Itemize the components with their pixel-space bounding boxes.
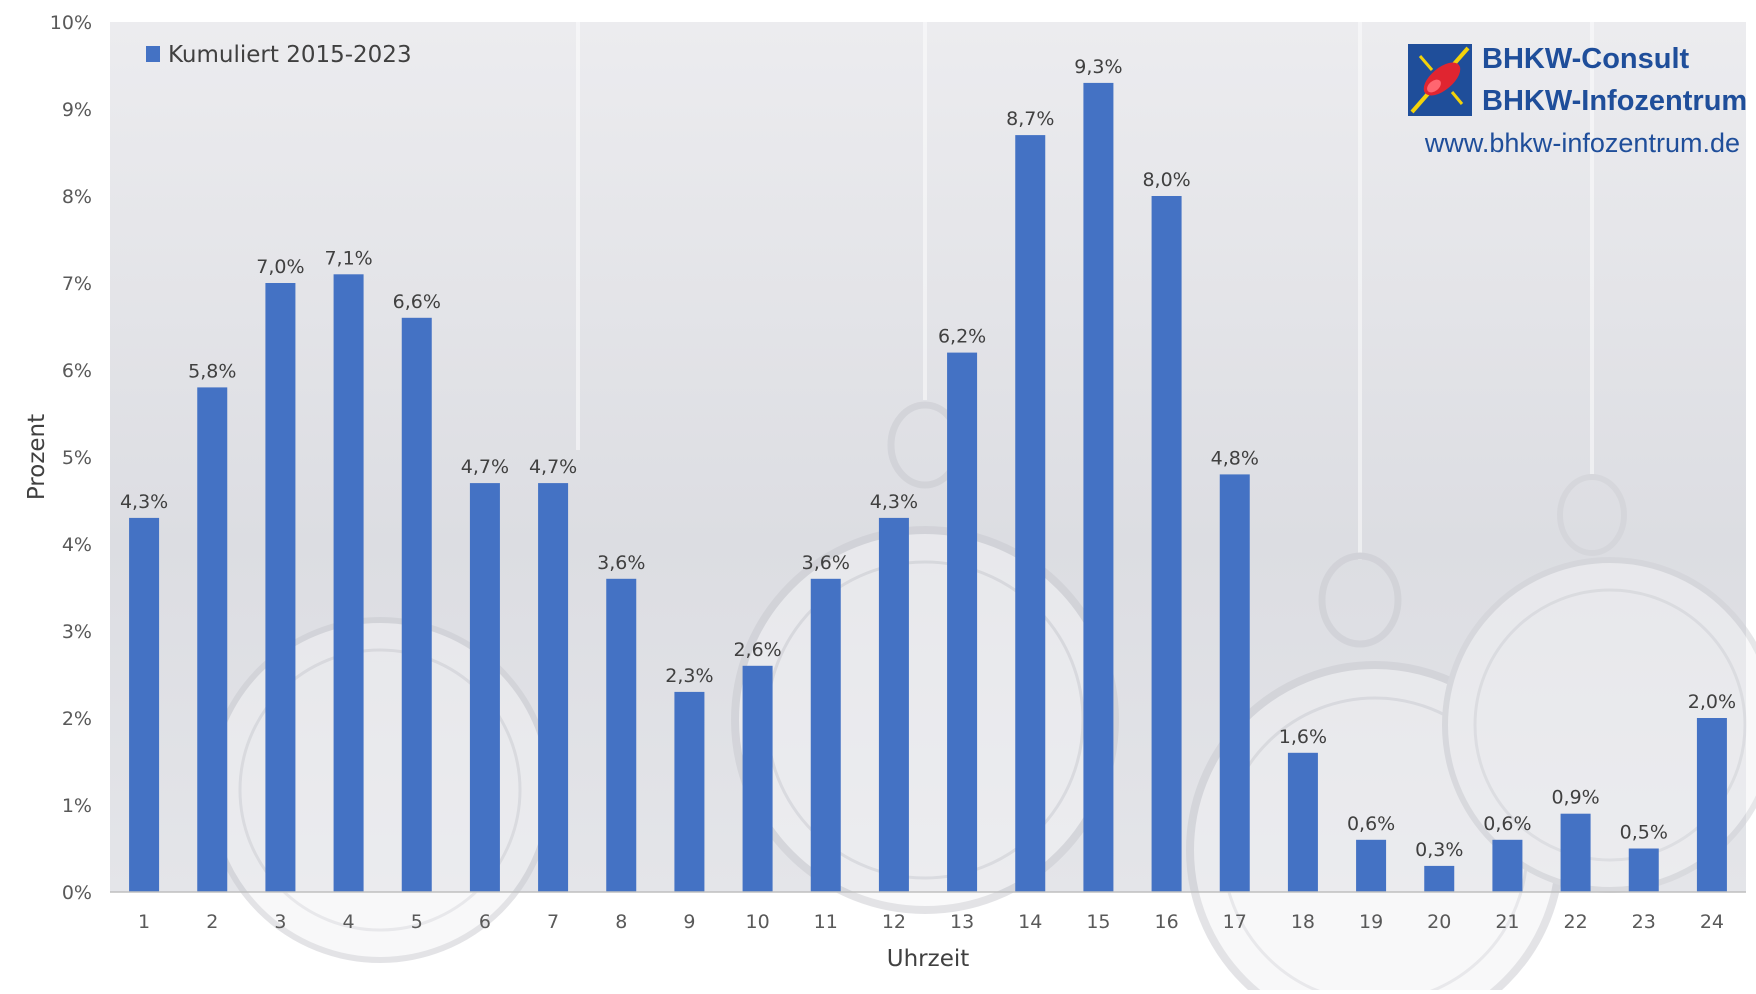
x-tick-label: 14 <box>1018 911 1042 933</box>
x-tick-label: 7 <box>547 911 559 933</box>
bar <box>197 387 228 892</box>
bar <box>947 352 978 893</box>
x-tick-label: 13 <box>950 911 974 933</box>
data-label: 8,0% <box>1142 169 1190 191</box>
x-tick-label: 5 <box>411 911 423 933</box>
x-tick-label: 22 <box>1563 911 1587 933</box>
bar <box>538 483 569 892</box>
x-tick-label: 9 <box>683 911 695 933</box>
bar <box>469 483 500 892</box>
x-tick-label: 16 <box>1154 911 1178 933</box>
bar <box>1015 135 1046 893</box>
bar <box>401 317 432 892</box>
data-label: 7,0% <box>256 256 304 278</box>
data-label: 4,8% <box>1211 447 1259 469</box>
bar <box>674 691 705 892</box>
bar <box>606 578 637 892</box>
bar <box>878 517 909 892</box>
data-label: 4,7% <box>529 456 577 478</box>
x-tick-label: 24 <box>1700 911 1724 933</box>
y-tick-label: 8% <box>62 186 92 208</box>
data-label: 1,6% <box>1279 726 1327 748</box>
bar <box>810 578 841 892</box>
bar <box>265 283 296 892</box>
y-tick-label: 6% <box>62 360 92 382</box>
data-label: 3,6% <box>597 552 645 574</box>
data-label: 2,6% <box>733 639 781 661</box>
y-tick-label: 9% <box>62 99 92 121</box>
y-tick-label: 2% <box>62 708 92 730</box>
data-label: 8,7% <box>1006 108 1054 130</box>
bar <box>129 517 160 892</box>
legend-swatch <box>146 46 160 62</box>
bar <box>1696 718 1727 892</box>
x-tick-label: 12 <box>882 911 906 933</box>
y-axis-ticks: 0% 1% 2% 3% 4% 5% 6% 7% 8% 9% 10% <box>50 12 92 904</box>
x-tick-label: 15 <box>1086 911 1110 933</box>
bar <box>742 665 773 892</box>
data-label: 3,6% <box>802 552 850 574</box>
brand-line-2: BHKW-Infozentrum <box>1482 85 1747 117</box>
data-label: 6,2% <box>938 326 986 348</box>
data-label: 5,8% <box>188 360 236 382</box>
x-tick-label: 2 <box>206 911 218 933</box>
y-tick-label: 3% <box>62 621 92 643</box>
x-tick-label: 23 <box>1632 911 1656 933</box>
data-label: 4,3% <box>870 491 918 513</box>
bar <box>1151 196 1182 892</box>
y-tick-label: 7% <box>62 273 92 295</box>
legend-label: Kumuliert 2015-2023 <box>168 42 412 68</box>
x-tick-label: 21 <box>1495 911 1519 933</box>
legend: Kumuliert 2015-2023 <box>146 42 412 68</box>
data-label: 0,6% <box>1483 813 1531 835</box>
bar <box>1424 865 1455 892</box>
bar <box>1560 813 1591 892</box>
bhkw-logo-icon <box>1408 44 1472 116</box>
x-axis-ticks: 1 2 3 4 5 6 7 8 9 10 11 12 13 14 15 16 17 18 19 20 21 22 23 24 <box>138 911 1724 933</box>
x-tick-label: 4 <box>343 911 355 933</box>
bar <box>1492 839 1523 892</box>
x-axis-title: Uhrzeit <box>887 946 970 972</box>
y-tick-label: 5% <box>62 447 92 469</box>
y-tick-label: 4% <box>62 534 92 556</box>
bar <box>1287 752 1318 892</box>
bar <box>1356 839 1387 892</box>
brand-url: www.bhkw-infozentrum.de <box>1424 128 1740 158</box>
data-label: 0,6% <box>1347 813 1395 835</box>
bar <box>1628 848 1659 892</box>
x-tick-label: 20 <box>1427 911 1451 933</box>
data-label: 0,5% <box>1620 822 1668 844</box>
x-tick-label: 8 <box>615 911 627 933</box>
x-tick-label: 3 <box>274 911 286 933</box>
brand-line-1: BHKW-Consult <box>1482 43 1690 75</box>
data-label: 4,3% <box>120 491 168 513</box>
bars-series <box>129 82 1727 893</box>
data-label: 7,1% <box>324 247 372 269</box>
x-tick-label: 1 <box>138 911 150 933</box>
bar <box>333 274 364 892</box>
data-label: 2,3% <box>665 665 713 687</box>
y-tick-label: 1% <box>62 795 92 817</box>
data-labels: 4,3% 5,8% 7,0% 7,1% 6,6% 4,7% 4,7% 3,6% 2,3% 2,6%… <box>120 56 1736 861</box>
bar <box>1083 82 1114 892</box>
data-label: 4,7% <box>461 456 509 478</box>
bar <box>1219 474 1250 892</box>
x-tick-label: 10 <box>745 911 769 933</box>
branding: BHKW-Consult BHKW-Infozentrum www.bhkw-i… <box>1408 43 1747 158</box>
data-label: 9,3% <box>1074 56 1122 78</box>
y-axis-title: Prozent <box>24 414 50 500</box>
y-tick-label: 0% <box>62 882 92 904</box>
x-tick-label: 18 <box>1291 911 1315 933</box>
data-label: 0,9% <box>1551 787 1599 809</box>
x-tick-label: 6 <box>479 911 491 933</box>
y-tick-label: 10% <box>50 12 92 34</box>
data-label: 2,0% <box>1688 691 1736 713</box>
x-tick-label: 11 <box>814 911 838 933</box>
x-tick-label: 19 <box>1359 911 1383 933</box>
x-tick-label: 17 <box>1223 911 1247 933</box>
data-label: 0,3% <box>1415 839 1463 861</box>
data-label: 6,6% <box>393 291 441 313</box>
